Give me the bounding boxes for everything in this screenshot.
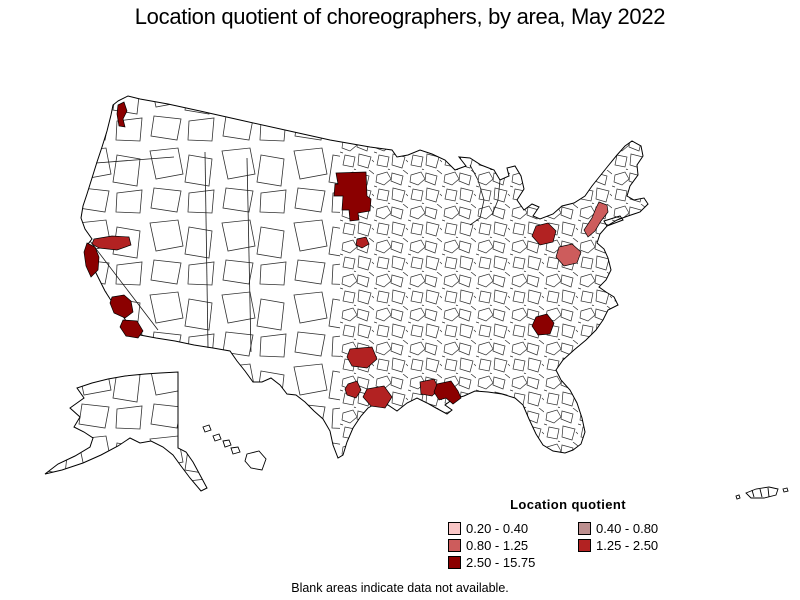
legend-item: 0.80 - 1.25 (448, 538, 556, 553)
national-outline (44, 95, 649, 492)
map-region-south-louisiana-metro-east (433, 380, 462, 405)
legend-item: 0.40 - 0.80 (578, 521, 658, 536)
map-region-eastern-south-dakota-area (333, 171, 372, 222)
legend: Location quotient 0.20 - 0.40 0.80 - 1.25… (438, 497, 698, 572)
legend-item-label: 0.80 - 1.25 (466, 538, 529, 553)
map-region-central-south-carolina-metro (531, 313, 555, 336)
shaded-region-layer (83, 101, 609, 409)
map-region-gulf-texas-metro (362, 385, 393, 409)
legend-swatch (578, 539, 591, 552)
legend-columns: 0.20 - 0.40 0.80 - 1.25 2.50 - 15.75 0.40 … (438, 521, 698, 572)
map-region-los-angeles-metro (109, 294, 134, 319)
legend-column-0: 0.20 - 0.40 0.80 - 1.25 2.50 - 15.75 (448, 521, 556, 572)
map-region-sacramento-valley-metro (91, 235, 132, 251)
legend-swatch (448, 522, 461, 535)
legend-swatch (448, 539, 461, 552)
map-region-western-pennsylvania-metro (531, 222, 557, 246)
map-region-philadelphia-metro (555, 243, 582, 267)
map-region-san-diego-metro (119, 319, 144, 339)
legend-item-label: 2.50 - 15.75 (466, 555, 536, 570)
legend-item: 1.25 - 2.50 (578, 538, 658, 553)
legend-swatch (578, 522, 591, 535)
map-region-new-york-metro (583, 201, 609, 238)
legend-title: Location quotient (510, 497, 626, 512)
legend-column-1: 0.40 - 0.80 1.25 - 2.50 (578, 521, 658, 572)
page-title: Location quotient of choreographers, by … (134, 4, 666, 29)
long-island-outline (603, 215, 624, 227)
legend-item-label: 0.20 - 0.40 (466, 521, 529, 536)
map-region-central-texas-metro (344, 380, 362, 399)
map-region-north-texas-metro (346, 346, 378, 369)
regional-boundary-lines (89, 151, 501, 353)
legend-item-label: 1.25 - 2.50 (596, 538, 659, 553)
hawaii-inset (202, 424, 267, 471)
map-region-pacific-northwest-metro (116, 101, 128, 128)
footer-note: Blank areas indicate data not available. (291, 581, 509, 595)
puerto-rico-inset (735, 486, 789, 500)
legend-item: 2.50 - 15.75 (448, 555, 556, 570)
map-region-southern-minnesota-area (355, 236, 370, 249)
legend-item: 0.20 - 0.40 (448, 521, 556, 536)
map-region-san-francisco-bay-metro (83, 242, 100, 278)
legend-swatch (448, 556, 461, 569)
legend-item-label: 0.40 - 0.80 (596, 521, 659, 536)
